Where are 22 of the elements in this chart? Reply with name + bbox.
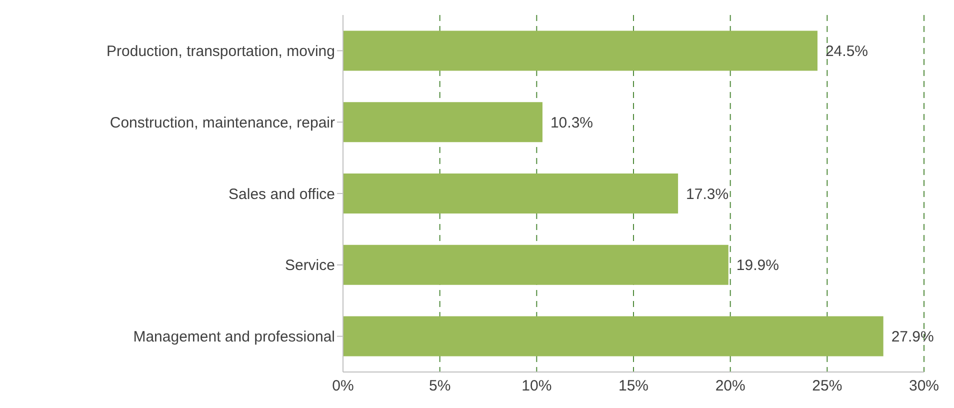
x-tick-label: 0% [332,378,354,395]
y-tick-label: Management and professional [133,328,335,346]
x-tick-label: 15% [618,378,649,395]
data-label: 24.5% [825,43,868,60]
bar [343,30,818,71]
y-tick-label: Sales and office [228,186,335,203]
y-tick-label: Production, transportation, moving [106,43,335,60]
y-tick-label: Construction, maintenance, repair [110,114,335,132]
bar [343,316,884,356]
data-label: 10.3% [550,114,594,132]
data-label: 17.3% [686,186,729,203]
x-tick-label: 25% [812,378,842,395]
x-tick-label: 30% [908,378,940,395]
x-tick-label: 5% [428,378,451,395]
x-tick-label: 10% [522,378,552,395]
y-tick-label: Service [284,257,335,274]
x-tick-label: 20% [715,378,746,395]
bar [343,244,728,285]
data-label: 27.9% [891,328,934,346]
data-label: 19.9% [736,257,779,274]
bar [343,102,542,142]
bar [343,174,678,214]
